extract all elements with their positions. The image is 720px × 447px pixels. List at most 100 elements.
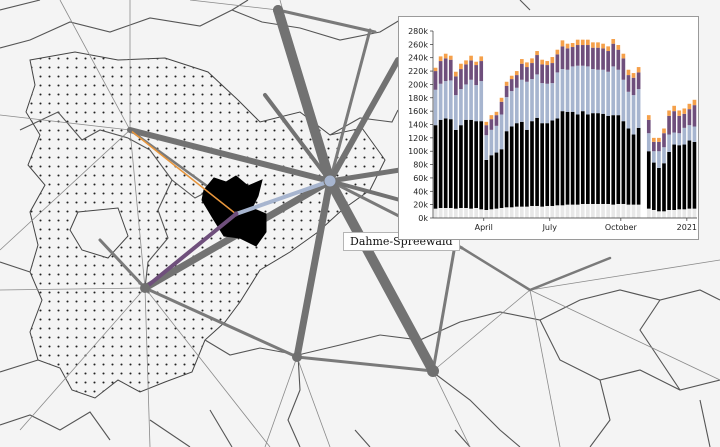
bar-segment [479, 56, 484, 62]
bar-segment [438, 83, 443, 120]
bar-segment [448, 80, 453, 120]
bar-segment [611, 204, 616, 218]
bar-segment [611, 115, 616, 205]
bar-segment [530, 121, 534, 206]
selected-region-dahme-spreewald[interactable] [201, 175, 267, 247]
bar-segment [535, 51, 539, 56]
bar-segment [459, 207, 463, 218]
bar-segment [479, 81, 484, 122]
y-tick-label: 120k [408, 134, 428, 143]
bar-segment [586, 203, 590, 218]
bar-segment [438, 119, 443, 208]
bar-segment [509, 126, 514, 208]
bar-segment [586, 114, 590, 204]
bar-segment [677, 110, 682, 116]
bar-segment [657, 137, 661, 142]
bar-segment [682, 127, 687, 145]
bar-segment [570, 204, 575, 218]
bar-segment [565, 43, 570, 49]
bar-segment [631, 134, 636, 205]
bar-segment [652, 151, 656, 163]
bar-segment [596, 113, 600, 204]
bar-segment [499, 114, 504, 150]
bar-segment [677, 115, 682, 134]
bar-segment [601, 48, 605, 70]
bar-segment [575, 114, 580, 205]
x-tick-label: July [542, 223, 558, 232]
bar-segment [575, 204, 580, 218]
enclave-area [69, 207, 129, 259]
y-tick-label: 160k [408, 107, 428, 116]
bar-segment [469, 55, 473, 61]
bar-segment [596, 69, 600, 114]
bar-segment [621, 58, 626, 80]
bar-segment [443, 58, 448, 82]
bar-segment [575, 65, 580, 115]
bar-segment [692, 105, 697, 127]
bar-segment [454, 129, 458, 209]
bar-segment [580, 203, 585, 218]
bar-segment [687, 208, 692, 218]
bar-segment [626, 204, 631, 218]
bar-segment [662, 133, 666, 148]
bar-segment [621, 203, 626, 218]
bar-segment [550, 120, 555, 206]
bar-segment [489, 209, 494, 218]
bar-segment [565, 111, 570, 205]
bar-segment [621, 121, 626, 204]
bar-segment [580, 39, 585, 46]
bar-segment [687, 103, 692, 110]
bar-segment [586, 39, 590, 46]
bar-segment [499, 97, 504, 102]
bar-segment [591, 113, 595, 204]
bar-segment [626, 128, 631, 205]
bar-segment [631, 204, 636, 218]
bar-segment [580, 45, 585, 66]
bar-segment [504, 85, 509, 98]
bar-segment [474, 121, 478, 208]
bar-segment [525, 129, 529, 207]
bar-segment [535, 55, 539, 75]
bar-segment [530, 58, 534, 64]
map-nodes[interactable] [127, 5, 440, 377]
bar-segment [469, 208, 473, 218]
bar-segment [499, 149, 504, 208]
bar-segment [484, 121, 489, 126]
bar-segment [646, 208, 651, 218]
bar-segment [636, 127, 641, 205]
bar-segment [469, 119, 473, 209]
bar-segment [448, 119, 453, 208]
bar-segment [489, 129, 494, 156]
bar-segment [687, 109, 692, 126]
bar-segment [454, 95, 458, 130]
bar-segment [560, 40, 565, 47]
bar-segment [504, 97, 509, 132]
bar-segment [616, 69, 621, 116]
bar-segment [479, 121, 484, 210]
bar-segment [550, 205, 555, 218]
bar-segment [540, 83, 544, 124]
bar-segment [484, 135, 489, 160]
bar-segment [652, 141, 656, 152]
bar-segment [672, 144, 676, 210]
bar-segment [667, 115, 671, 135]
bar-segment [469, 79, 473, 120]
bar-segment [479, 61, 484, 82]
bar-segment [530, 79, 534, 122]
bar-segment [520, 59, 524, 64]
bar-segment [586, 66, 590, 115]
bar-segment [509, 79, 514, 92]
bar-segment [494, 125, 499, 153]
bar-segment [443, 81, 448, 119]
bar-segment [652, 209, 656, 218]
bar-segment [509, 207, 514, 218]
bar-segment [580, 65, 585, 112]
bar-segment [662, 128, 666, 134]
bar-segment [520, 121, 524, 207]
bar-segment [494, 208, 499, 218]
bar-segment [514, 206, 519, 218]
bar-segment [459, 69, 463, 90]
bar-segment [484, 159, 489, 210]
